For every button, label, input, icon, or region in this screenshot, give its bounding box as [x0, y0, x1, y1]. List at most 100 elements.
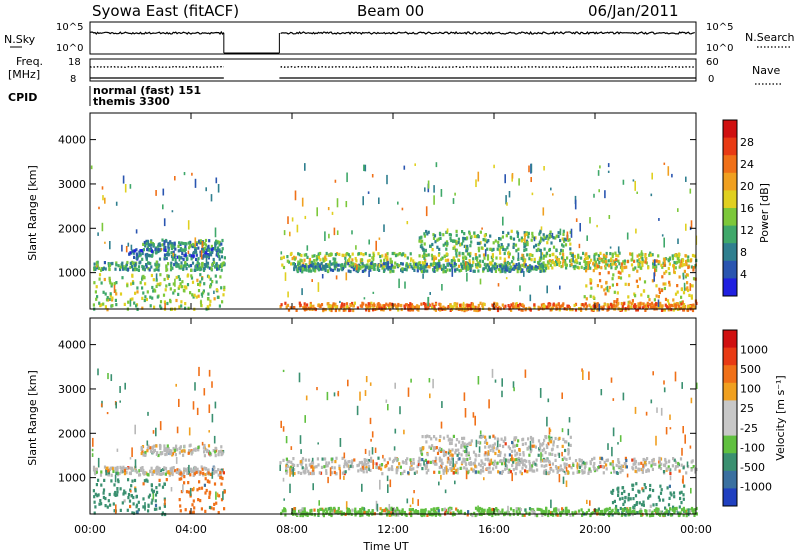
- heatmap-cell: [667, 465, 670, 469]
- heatmap-cell: [147, 509, 150, 513]
- heatmap-cell: [406, 265, 409, 269]
- heatmap-cell: [219, 476, 222, 480]
- heatmap-cell: [557, 231, 560, 235]
- heatmap-cell: [680, 306, 683, 310]
- heatmap-cell: [435, 446, 438, 450]
- heatmap-cell: [673, 264, 675, 274]
- heatmap-cell: [614, 266, 617, 271]
- heatmap-cell: [454, 443, 457, 447]
- heatmap-cell: [153, 507, 157, 511]
- heatmap-cell: [631, 487, 634, 491]
- heatmap-cell: [690, 294, 693, 298]
- heatmap-cell: [152, 430, 155, 434]
- heatmap-cell: [333, 470, 336, 474]
- heatmap-cell: [127, 300, 130, 304]
- heatmap-cell: [420, 449, 423, 453]
- heatmap-cell: [637, 262, 640, 266]
- heatmap-cell: [515, 436, 518, 440]
- heatmap-cell: [506, 264, 509, 268]
- heatmap-cell: [163, 444, 166, 448]
- heatmap-cell: [534, 243, 538, 247]
- heatmap-cell: [196, 467, 199, 471]
- heatmap-cell: [111, 298, 114, 302]
- heatmap-cell: [98, 277, 101, 281]
- heatmap-cell: [547, 513, 550, 518]
- heatmap-cell: [506, 202, 508, 206]
- heatmap-cell: [179, 266, 182, 270]
- heatmap-cell: [386, 174, 388, 185]
- heatmap-cell: [364, 448, 367, 455]
- heatmap-cell: [163, 255, 167, 259]
- heatmap-cell: [615, 510, 618, 514]
- heatmap-cell: [566, 304, 569, 308]
- heatmap-cell: [167, 241, 170, 246]
- heatmap-cell: [141, 445, 145, 449]
- heatmap-cell: [685, 176, 687, 182]
- heatmap-cell: [158, 467, 161, 471]
- heatmap-cell: [192, 499, 195, 503]
- heatmap-cell: [164, 303, 166, 310]
- heatmap-cell: [104, 305, 107, 309]
- heatmap-cell: [570, 262, 573, 267]
- heatmap-cell: [552, 193, 554, 196]
- heatmap-cell: [359, 513, 362, 518]
- heatmap-cell: [449, 264, 453, 268]
- heatmap-cell: [138, 473, 141, 477]
- heatmap-cell: [637, 489, 640, 493]
- heatmap-cell: [667, 503, 671, 507]
- heatmap-cell: [221, 247, 224, 251]
- heatmap-cell: [423, 261, 426, 266]
- heatmap-cell: [639, 301, 642, 305]
- heatmap-cell: [169, 452, 172, 456]
- heatmap-cell: [221, 452, 224, 456]
- heatmap-cell: [682, 513, 685, 517]
- heatmap-cell: [551, 447, 554, 451]
- heatmap-cell: [433, 185, 435, 193]
- heatmap-cell: [559, 285, 561, 290]
- heatmap-cell: [522, 459, 525, 463]
- heatmap-cell: [641, 260, 644, 265]
- heatmap-cell: [177, 244, 180, 248]
- heatmap-cell: [166, 449, 169, 453]
- heatmap-cell: [570, 258, 573, 262]
- heatmap-cell: [127, 267, 130, 271]
- heatmap-cell: [438, 465, 441, 470]
- heatmap-cell: [169, 300, 172, 304]
- heatmap-cell: [196, 278, 199, 282]
- heatmap-cell: [283, 509, 286, 513]
- heatmap-cell: [172, 291, 175, 295]
- heatmap-cell: [310, 508, 313, 512]
- heatmap-cell: [108, 263, 112, 267]
- heatmap-cell: [502, 230, 505, 235]
- heatmap-cell: [466, 513, 469, 517]
- heatmap-cell: [617, 493, 620, 497]
- heatmap-cell: [466, 303, 469, 307]
- heatmap-cell: [221, 238, 224, 243]
- heatmap-cell: [302, 262, 305, 266]
- heatmap-cell: [368, 258, 371, 263]
- heatmap-cell: [521, 442, 524, 446]
- heatmap-cell: [452, 457, 454, 468]
- heatmap-cell: [621, 464, 624, 468]
- heatmap-cell: [543, 166, 545, 171]
- heatmap-cell: [449, 237, 452, 241]
- heatmap-cell: [449, 508, 452, 512]
- heatmap-cell: [385, 263, 388, 267]
- heatmap-cell: [658, 306, 661, 310]
- heatmap-cell: [405, 268, 408, 272]
- heatmap-cell: [682, 272, 684, 277]
- heatmap-cell: [587, 471, 590, 475]
- heatmap-cell: [623, 500, 626, 504]
- heatmap-cell: [413, 471, 416, 475]
- heatmap-cell: [167, 248, 170, 252]
- heatmap-cell: [135, 252, 138, 256]
- heatmap-cell: [316, 255, 318, 259]
- heatmap-cell: [605, 280, 608, 285]
- heatmap-cell: [676, 290, 679, 294]
- heatmap-cell: [679, 496, 682, 501]
- heatmap-cell: [431, 257, 434, 261]
- power-scatter-band: [292, 261, 547, 274]
- heatmap-cell: [434, 456, 437, 460]
- heatmap-cell: [319, 251, 322, 256]
- heatmap-cell: [488, 466, 491, 470]
